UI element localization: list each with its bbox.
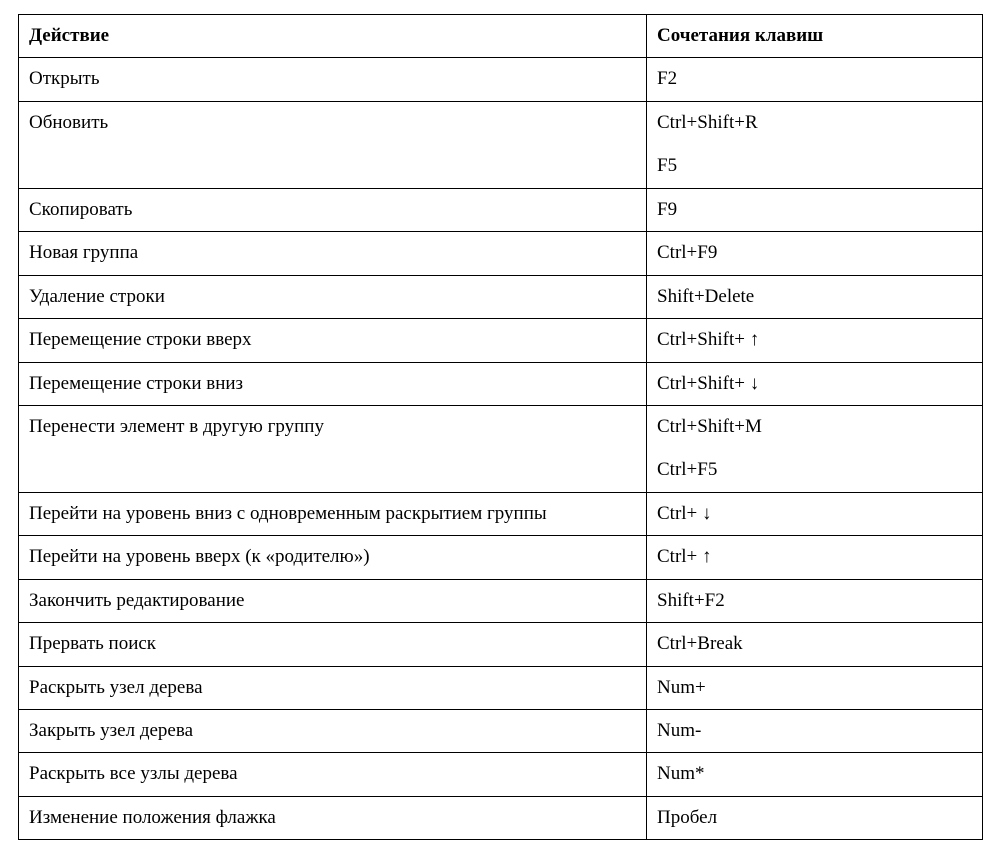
action-cell: Перемещение строки вверх [19,319,647,362]
shortcut-text: Num+ [657,673,972,702]
shortcut-cell: Ctrl+Shift+ ↓ [647,362,983,405]
shortcut-text: Ctrl+Shift+ ↓ [657,369,972,398]
table-row: Перемещение строки вверх Ctrl+Shift+ ↑ [19,319,983,362]
action-cell: Прервать поиск [19,623,647,666]
table-row: Обновить Ctrl+Shift+R F5 [19,101,983,188]
shortcut-cell: Ctrl+ ↑ [647,536,983,579]
shortcut-cell: F2 [647,58,983,101]
shortcut-text: Shift+F2 [657,586,972,615]
shortcut-text: Num- [657,716,972,745]
shortcuts-table: Действие Сочетания клавиш Открыть F2 Обнов… [18,14,983,840]
shortcut-text: Ctrl+Break [657,629,972,658]
shortcut-cell: Ctrl+Shift+ ↑ [647,319,983,362]
table-row: Закрыть узел дерева Num- [19,710,983,753]
table-body: Открыть F2 Обновить Ctrl+Shift+R F5 Скопирова… [19,58,983,840]
shortcut-cell: Ctrl+ ↓ [647,492,983,535]
shortcut-text: Ctrl+F9 [657,238,972,267]
table-row: Удаление строки Shift+Delete [19,275,983,318]
col-header-action: Действие [19,15,647,58]
shortcut-cell: Num+ [647,666,983,709]
shortcut-cell: Ctrl+Shift+R F5 [647,101,983,188]
shortcut-text: Shift+Delete [657,282,972,311]
shortcut-text: F9 [657,195,972,224]
action-cell: Перейти на уровень вниз с одновременным … [19,492,647,535]
shortcut-text: Ctrl+ ↓ [657,499,972,528]
shortcut-cell: Ctrl+Shift+M Ctrl+F5 [647,405,983,492]
action-cell: Раскрыть узел дерева [19,666,647,709]
shortcut-text: Ctrl+Shift+ ↑ [657,325,972,354]
action-cell: Изменение положения флажка [19,796,647,839]
table-row: Новая группа Ctrl+F9 [19,232,983,275]
shortcut-text: Пробел [657,803,972,832]
table-row: Перенести элемент в другую группуCtrl+Sh… [19,405,983,492]
table-row: Раскрыть все узлы дерева Num* [19,753,983,796]
shortcut-text: Ctrl+F5 [657,455,972,484]
action-cell: Закрыть узел дерева [19,710,647,753]
shortcut-cell: Shift+Delete [647,275,983,318]
action-cell: Скопировать [19,188,647,231]
table-row: Перейти на уровень вверх (к «родителю») C… [19,536,983,579]
action-cell: Новая группа [19,232,647,275]
action-cell: Перемещение строки вниз [19,362,647,405]
shortcut-cell: Ctrl+F9 [647,232,983,275]
shortcut-text: Ctrl+Shift+M [657,412,972,441]
table-row: Перемещение строки вниз Ctrl+Shift+ ↓ [19,362,983,405]
shortcut-cell: Num- [647,710,983,753]
table-row: Открыть F2 [19,58,983,101]
col-header-shortcut: Сочетания клавиш [647,15,983,58]
shortcut-text: Ctrl+Shift+R [657,108,972,137]
shortcut-text: F2 [657,64,972,93]
table-row: Закончить редактирование Shift+F2 [19,579,983,622]
shortcut-cell: Shift+F2 [647,579,983,622]
shortcut-cell: F9 [647,188,983,231]
table-row: Перейти на уровень вниз с одновременным … [19,492,983,535]
table-row: Изменение положения флажка Пробел [19,796,983,839]
shortcut-text: Ctrl+ ↑ [657,542,972,571]
table-row: Прервать поиск Ctrl+Break [19,623,983,666]
table-row: Скопировать F9 [19,188,983,231]
action-cell: Раскрыть все узлы дерева [19,753,647,796]
action-cell: Открыть [19,58,647,101]
shortcut-text: F5 [657,151,972,180]
action-cell: Перенести элемент в другую группу [19,405,647,492]
action-cell: Закончить редактирование [19,579,647,622]
action-cell: Перейти на уровень вверх (к «родителю») [19,536,647,579]
table-header-row: Действие Сочетания клавиш [19,15,983,58]
shortcut-cell: Пробел [647,796,983,839]
shortcut-cell: Num* [647,753,983,796]
action-cell: Удаление строки [19,275,647,318]
page: Действие Сочетания клавиш Открыть F2 Обнов… [0,0,1000,860]
shortcut-text: Num* [657,759,972,788]
table-row: Раскрыть узел дерева Num+ [19,666,983,709]
shortcut-cell: Ctrl+Break [647,623,983,666]
action-cell: Обновить [19,101,647,188]
